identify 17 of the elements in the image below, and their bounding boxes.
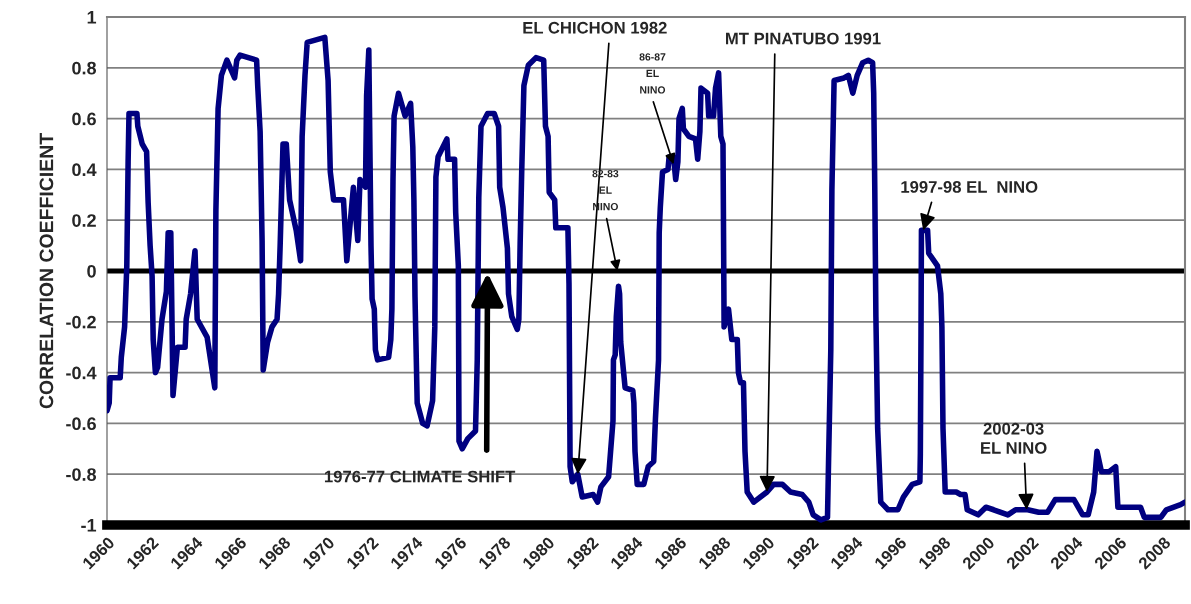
- y-tick-label: 0: [87, 264, 96, 278]
- y-tick-label: -0.2: [66, 315, 96, 329]
- y-axis-title: CORRELATION COEFFICIENT: [39, 133, 54, 409]
- y-tick-label: -0.4: [66, 366, 97, 380]
- annotation: 1997-98 EL NINO: [901, 181, 1038, 193]
- y-tick-label: 0.2: [72, 214, 96, 227]
- annotation: EL CHICHON 1982: [523, 21, 667, 34]
- y-tick-label: -1: [81, 519, 97, 532]
- y-tick-label: 1: [87, 11, 97, 24]
- y-tick-label: 0.6: [72, 112, 96, 126]
- y-tick-label: 0.4: [72, 163, 97, 177]
- annotation: 2002-03 EL NINO: [981, 422, 1047, 454]
- annotation: MT PINATUBO 1991: [726, 32, 881, 45]
- annotation: 86-87 EL NINO: [639, 53, 666, 94]
- y-tick-label: 0.8: [72, 61, 97, 75]
- y-tick-label: -0.8: [66, 468, 97, 481]
- y-tick-label: -0.6: [66, 417, 96, 431]
